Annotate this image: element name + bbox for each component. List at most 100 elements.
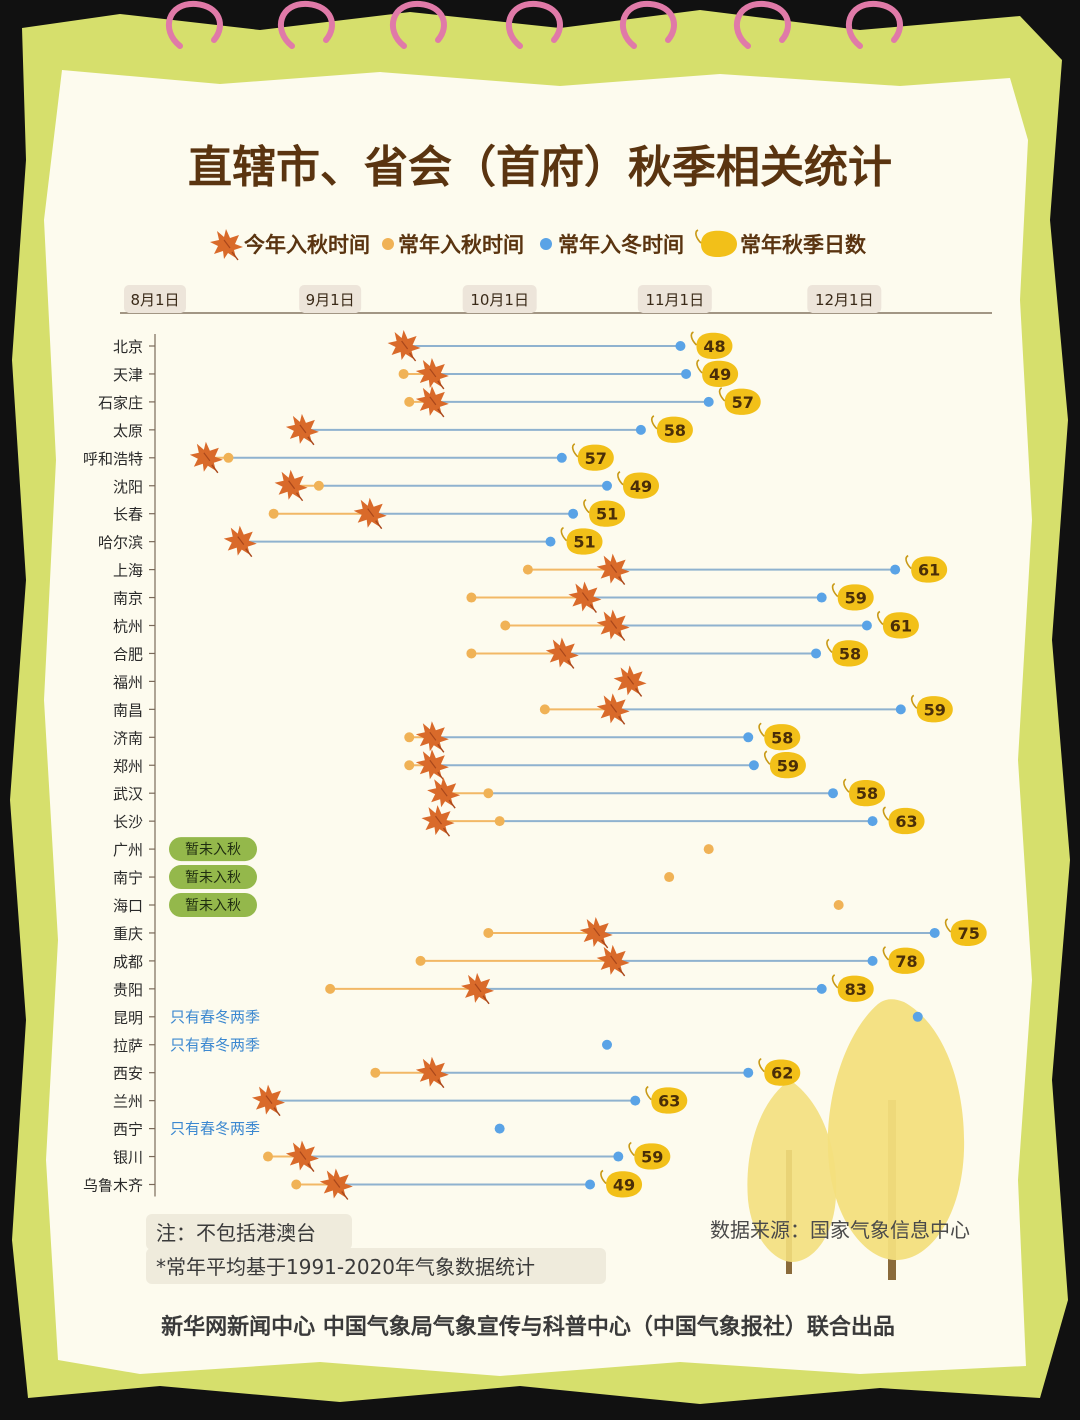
city-label: 贵阳 [113,981,143,999]
x-tick-bg [807,285,882,313]
legend-autumn-dot-icon [382,238,394,250]
city-label: 杭州 [113,618,143,636]
x-tick-label: 9月1日 [306,291,355,309]
city-row: 沈阳 49 [113,469,660,502]
city-label: 广州 [113,841,143,859]
city-label: 昆明 [113,1009,143,1027]
city-label: 哈尔滨 [98,534,143,552]
credit-line: 新华网新闻中心 中国气象局气象宣传与科普中心（中国气象报社）联合出品 [161,1314,895,1340]
city-row: 福州 [113,664,648,698]
note-baseline: *常年平均基于1991-2020年气象数据统计 [156,1255,535,1279]
city-label: 银川 [113,1149,143,1167]
city-label: 福州 [113,673,143,691]
city-label: 郑州 [113,757,143,775]
city-label: 乌鲁木齐 [83,1177,143,1195]
normal-autumn-dot [415,955,426,966]
legend-autumn-days: 常年秋季日数 [740,233,867,257]
normal-autumn-dot [370,1067,381,1078]
tree-left [747,1080,837,1274]
city-label: 西宁 [113,1121,143,1139]
normal-autumn-dot [263,1151,273,1162]
normal-winter-dot [861,620,872,631]
city-row: 昆明 只有春冬两季 [113,1008,923,1027]
normal-winter-dot [867,955,878,966]
spring-winter-only-label: 只有春冬两季 [170,1036,260,1054]
notes: 注：不包括港澳台 *常年平均基于1991-2020年气象数据统计 数据来源：国家… [146,1214,970,1340]
normal-winter-dot [602,480,612,491]
autumn-days-value: 61 [918,561,940,580]
note2-bg [146,1248,606,1284]
city-row: 济南 58 [113,720,802,753]
city-row: 兰州 63 [113,1083,689,1117]
normal-winter-dot [635,424,646,435]
normal-autumn-dot [268,508,279,519]
autumn-days-value: 58 [771,728,793,747]
autumn-days-value: 49 [613,1176,635,1195]
autumn-days-value: 49 [630,477,652,496]
city-label: 武汉 [113,785,143,803]
city-row: 北京 48 [113,329,734,362]
autumn-days-value: 57 [585,449,607,468]
autumn-days-value: 59 [641,1148,663,1167]
not-yet-badge-text: 暂未入秋 [185,842,241,858]
normal-autumn-dot [223,452,234,463]
tree-right [827,999,965,1280]
x-tick-bg [124,285,186,313]
normal-winter-dot [816,983,827,994]
normal-winter-dot [748,760,759,771]
city-label: 长春 [113,506,143,524]
legend-normal-autumn: 常年入秋时间 [398,233,524,257]
city-label: 西安 [113,1065,143,1083]
normal-autumn-dot [404,396,415,407]
x-tick-label: 12月1日 [815,291,874,309]
city-row: 武汉 58 [113,776,886,809]
x-tick-bg [299,285,362,313]
city-label: 太原 [113,422,143,440]
autumn-days-value: 63 [658,1092,680,1111]
city-row: 太原 58 [113,413,694,446]
normal-winter-dot [828,788,838,799]
city-label: 南京 [113,590,143,608]
city-row: 广州 暂未入秋 [113,837,714,862]
legend-winter-dot-icon [540,238,552,250]
city-row: 成都 78 [113,944,926,977]
spring-winter-only-label: 只有春冬两季 [170,1120,260,1138]
normal-winter-dot [556,452,567,463]
normal-autumn-dot [483,927,494,938]
spring-winter-only-label: 只有春冬两季 [170,1008,260,1026]
city-label: 兰州 [113,1093,143,1111]
normal-winter-dot [929,927,940,938]
city-row: 南京 59 [113,580,875,614]
city-label: 济南 [113,729,143,747]
city-label: 海口 [113,897,143,915]
normal-winter-dot [630,1095,641,1106]
normal-winter-dot [602,1039,612,1050]
normal-winter-dot [912,1011,923,1022]
not-yet-badge [169,893,257,917]
normal-autumn-dot [398,368,409,379]
normal-autumn-dot [539,704,550,715]
city-label: 合肥 [113,645,143,663]
normal-autumn-dot [313,480,324,491]
city-row: 贵阳 83 [113,972,875,1005]
city-label: 重庆 [113,925,143,943]
city-label: 南宁 [113,869,143,887]
autumn-days-value: 59 [777,756,799,775]
note-exclusion: 注：不包括港澳台 [156,1221,316,1245]
autumn-days-value: 59 [924,700,946,719]
normal-winter-dot [585,1179,596,1190]
legend-normal-winter: 常年入冬时间 [558,233,684,257]
normal-autumn-dot [404,760,415,771]
not-yet-badge-text: 暂未入秋 [185,898,241,914]
city-label: 上海 [113,562,143,580]
city-row: 海口 暂未入秋 [113,893,844,917]
city-label: 北京 [113,338,143,356]
autumn-days-value: 62 [771,1064,793,1083]
city-label: 呼和浩特 [83,450,143,468]
autumn-days-value: 48 [703,337,725,356]
normal-winter-dot [681,368,692,379]
autumn-days-value: 58 [664,421,686,440]
normal-winter-dot [867,816,878,827]
city-row: 长春 51 [113,497,626,530]
